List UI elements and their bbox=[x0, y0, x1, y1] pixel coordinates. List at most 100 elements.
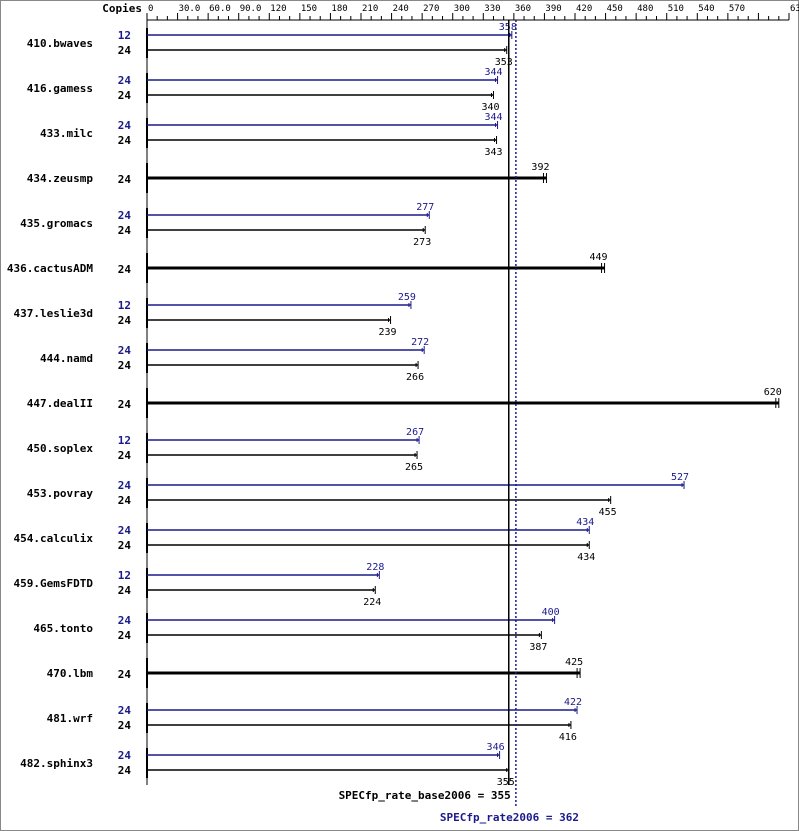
x-tick-label: 510 bbox=[668, 4, 684, 14]
benchmark-label: 454.calculix bbox=[14, 532, 94, 545]
benchmark-label: 453.povray bbox=[27, 487, 94, 500]
base-value-label: 434 bbox=[577, 552, 595, 563]
base-reference-label: SPECfp_rate_base2006 = 355 bbox=[339, 789, 511, 802]
peak-value-label: 259 bbox=[398, 292, 416, 303]
benchmark-434-zeusmp: 434.zeusmp 24 392 bbox=[27, 162, 549, 193]
x-tick-label: 90.0 bbox=[240, 4, 262, 14]
benchmark-label: 435.gromacs bbox=[20, 217, 93, 230]
base-value-label: 266 bbox=[406, 372, 424, 383]
base-copies-label: 24 bbox=[118, 719, 132, 732]
peak-reference-label: SPECfp_rate2006 = 362 bbox=[440, 811, 579, 824]
combined-bar bbox=[147, 671, 581, 675]
base-copies-label: 24 bbox=[118, 314, 132, 327]
benchmark-label: 459.GemsFDTD bbox=[14, 577, 94, 590]
base-value-label: 355 bbox=[497, 777, 515, 788]
benchmark-433-milc: 433.milc 24 24 344 343 bbox=[40, 112, 503, 158]
benchmark-label: 436.cactusADM bbox=[7, 262, 93, 275]
benchmark-436-cactusADM: 436.cactusADM 24 449 bbox=[7, 252, 608, 283]
x-tick-label: 0 bbox=[148, 4, 153, 14]
benchmark-label: 470.lbm bbox=[47, 667, 94, 680]
benchmark-435-gromacs: 435.gromacs 24 24 277 273 bbox=[20, 202, 434, 248]
x-tick-label: 240 bbox=[393, 4, 409, 14]
benchmark-label: 434.zeusmp bbox=[27, 172, 94, 185]
benchmark-label: 433.milc bbox=[40, 127, 93, 140]
base-copies-label: 24 bbox=[118, 134, 132, 147]
base-value-label: 273 bbox=[413, 237, 431, 248]
x-tick-label: 390 bbox=[545, 4, 561, 14]
benchmark-label: 465.tonto bbox=[33, 622, 93, 635]
x-tick-label: 630 bbox=[790, 4, 799, 14]
base-value-label: 343 bbox=[485, 147, 503, 158]
benchmark-482-sphinx3: 482.sphinx3 24 24 346 355 bbox=[20, 742, 515, 788]
x-tick-label: 150 bbox=[301, 4, 317, 14]
peak-copies-label: 24 bbox=[118, 344, 132, 357]
x-tick-label: 120 bbox=[270, 4, 286, 14]
peak-value-label: 527 bbox=[671, 472, 689, 483]
x-tick-label: 30.0 bbox=[179, 4, 201, 14]
combined-bar bbox=[147, 401, 779, 405]
peak-value-label: 400 bbox=[542, 607, 560, 618]
peak-copies-label: 24 bbox=[118, 614, 132, 627]
peak-value-label: 422 bbox=[564, 697, 582, 708]
base-value-label: 353 bbox=[495, 57, 513, 68]
base-value-label: 416 bbox=[559, 732, 577, 743]
benchmark-label: 437.leslie3d bbox=[14, 307, 93, 320]
x-tick-label: 540 bbox=[698, 4, 714, 14]
axis-header: Copies bbox=[102, 2, 142, 15]
peak-value-label: 228 bbox=[366, 562, 384, 573]
base-copies-label: 24 bbox=[118, 494, 132, 507]
peak-value-label: 344 bbox=[485, 67, 503, 78]
x-tick-label: 270 bbox=[423, 4, 439, 14]
peak-value-label: 346 bbox=[487, 742, 505, 753]
base-value-label: 455 bbox=[599, 507, 617, 518]
peak-copies-label: 24 bbox=[118, 524, 132, 537]
peak-copies-label: 12 bbox=[118, 434, 131, 447]
copies-label: 24 bbox=[118, 668, 132, 681]
base-copies-label: 24 bbox=[118, 449, 132, 462]
x-tick-label: 480 bbox=[637, 4, 653, 14]
x-tick-label: 360 bbox=[515, 4, 531, 14]
base-copies-label: 24 bbox=[118, 89, 132, 102]
combined-value-label: 425 bbox=[565, 657, 583, 668]
base-value-label: 239 bbox=[379, 327, 397, 338]
peak-value-label: 358 bbox=[499, 22, 517, 33]
benchmark-410-bwaves: 410.bwaves 12 24 358 353 bbox=[27, 22, 517, 68]
copies-label: 24 bbox=[118, 263, 132, 276]
base-value-label: 387 bbox=[529, 642, 547, 653]
peak-copies-label: 24 bbox=[118, 749, 132, 762]
x-tick-label: 330 bbox=[484, 4, 500, 14]
benchmark-450-soplex: 450.soplex 12 24 267 265 bbox=[27, 427, 424, 473]
benchmark-481-wrf: 481.wrf 24 24 422 416 bbox=[47, 697, 582, 743]
benchmark-label: 416.gamess bbox=[27, 82, 93, 95]
peak-copies-label: 24 bbox=[118, 209, 132, 222]
benchmark-416-gamess: 416.gamess 24 24 344 340 bbox=[27, 67, 503, 113]
base-copies-label: 24 bbox=[118, 584, 132, 597]
peak-copies-label: 12 bbox=[118, 29, 131, 42]
x-tick-label: 300 bbox=[454, 4, 470, 14]
copies-label: 24 bbox=[118, 398, 132, 411]
peak-copies-label: 24 bbox=[118, 479, 132, 492]
x-tick-label: 450 bbox=[607, 4, 623, 14]
peak-copies-label: 24 bbox=[118, 119, 132, 132]
base-copies-label: 24 bbox=[118, 539, 132, 552]
base-value-label: 265 bbox=[405, 462, 423, 473]
benchmark-444-namd: 444.namd 24 24 272 266 bbox=[40, 337, 429, 383]
peak-copies-label: 24 bbox=[118, 704, 132, 717]
x-tick-label: 180 bbox=[331, 4, 347, 14]
peak-value-label: 344 bbox=[485, 112, 503, 123]
peak-value-label: 267 bbox=[406, 427, 424, 438]
combined-bar bbox=[147, 266, 605, 270]
combined-value-label: 620 bbox=[764, 387, 782, 398]
benchmark-label: 450.soplex bbox=[27, 442, 94, 455]
benchmark-453-povray: 453.povray 24 24 527 455 bbox=[27, 472, 689, 518]
benchmark-label: 410.bwaves bbox=[27, 37, 93, 50]
peak-copies-label: 12 bbox=[118, 569, 131, 582]
x-tick-label: 420 bbox=[576, 4, 592, 14]
benchmark-459-GemsFDTD: 459.GemsFDTD 12 24 228 224 bbox=[14, 562, 385, 608]
benchmark-465-tonto: 465.tonto 24 24 400 387 bbox=[33, 607, 559, 653]
peak-copies-label: 24 bbox=[118, 74, 132, 87]
base-copies-label: 24 bbox=[118, 359, 132, 372]
